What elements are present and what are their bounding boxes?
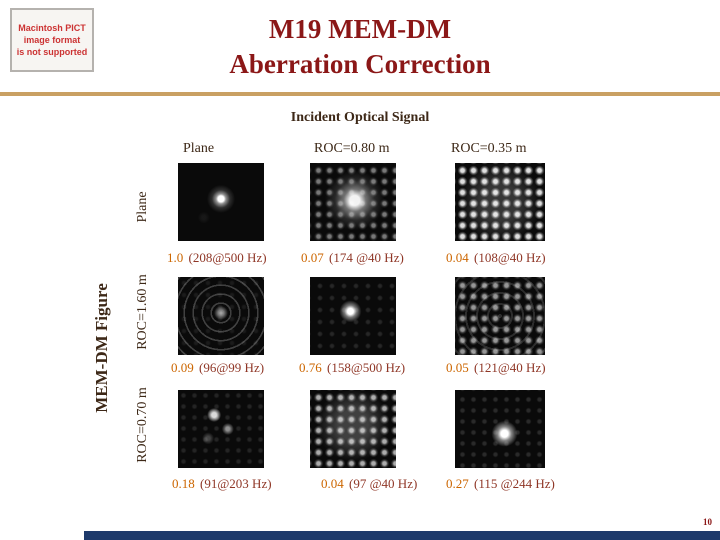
caption-r1c2: 0.07 (174 @40 Hz) — [301, 250, 404, 266]
row-axis-label: MEM-DM Figure — [92, 283, 111, 413]
caption-r2c2: 0.76 (158@500 Hz) — [299, 360, 405, 376]
title-divider — [0, 92, 720, 96]
signal-image-r2c1 — [178, 277, 264, 355]
signal-image-r3c1 — [178, 390, 264, 468]
caption-detail: (96@99 Hz) — [199, 360, 265, 375]
slide-title-line2: Aberration Correction — [229, 49, 491, 79]
signal-image-r1c2 — [310, 163, 396, 241]
pict-placeholder-image: Macintosh PICT image format is not suppo… — [10, 8, 94, 72]
signal-image-r3c2 — [310, 390, 396, 468]
pict-placeholder-text: Macintosh PICT — [18, 23, 86, 33]
caption-value: 0.05 — [446, 360, 469, 375]
row-header-roc-160: ROC=1.60 m — [135, 274, 150, 350]
caption-value: 0.09 — [171, 360, 194, 375]
caption-detail: (208@500 Hz) — [188, 250, 267, 265]
caption-detail: (97 @40 Hz) — [349, 476, 418, 491]
caption-detail: (91@203 Hz) — [200, 476, 272, 491]
caption-detail: (174 @40 Hz) — [329, 250, 404, 265]
caption-value: 1.0 — [167, 250, 184, 265]
caption-r1c1: 1.0 (208@500 Hz) — [167, 250, 267, 266]
caption-detail: (158@500 Hz) — [327, 360, 406, 375]
caption-r3c1: 0.18 (91@203 Hz) — [172, 476, 272, 492]
signal-image-r1c3 — [455, 163, 545, 241]
caption-value: 0.76 — [299, 360, 322, 375]
signal-image-r2c3 — [455, 277, 545, 355]
caption-r3c3: 0.27 (115 @244 Hz) — [446, 476, 555, 492]
footer-accent-bar — [84, 531, 720, 540]
caption-r1c3: 0.04 (108@40 Hz) — [446, 250, 546, 266]
slide-title-line1: M19 MEM-DM — [268, 14, 452, 44]
caption-detail: (115 @244 Hz) — [474, 476, 555, 491]
caption-value: 0.04 — [446, 250, 469, 265]
caption-value: 0.07 — [301, 250, 324, 265]
caption-value: 0.04 — [321, 476, 344, 491]
slide-title: M19 MEM-DM Aberration Correction — [0, 12, 720, 82]
caption-detail: (108@40 Hz) — [474, 250, 546, 265]
caption-value: 0.18 — [172, 476, 195, 491]
column-header-roc-080: ROC=0.80 m — [314, 141, 390, 156]
page-number: 10 — [703, 517, 712, 527]
column-header-roc-035: ROC=0.35 m — [451, 141, 527, 156]
pict-placeholder-text: image format — [23, 35, 81, 45]
figure-header: Incident Optical Signal — [290, 110, 430, 125]
signal-image-r2c2 — [310, 277, 396, 355]
caption-r2c1: 0.09 (96@99 Hz) — [171, 360, 264, 376]
caption-value: 0.27 — [446, 476, 469, 491]
caption-r3c2: 0.04 (97 @40 Hz) — [321, 476, 417, 492]
caption-detail: (121@40 Hz) — [474, 360, 546, 375]
signal-image-r3c3 — [455, 390, 545, 468]
pict-placeholder-text: is not supported — [16, 47, 88, 57]
signal-image-r1c1 — [178, 163, 264, 241]
row-header-plane: Plane — [135, 191, 150, 223]
column-header-plane: Plane — [183, 141, 215, 156]
row-header-roc-070: ROC=0.70 m — [135, 387, 150, 463]
caption-r2c3: 0.05 (121@40 Hz) — [446, 360, 546, 376]
